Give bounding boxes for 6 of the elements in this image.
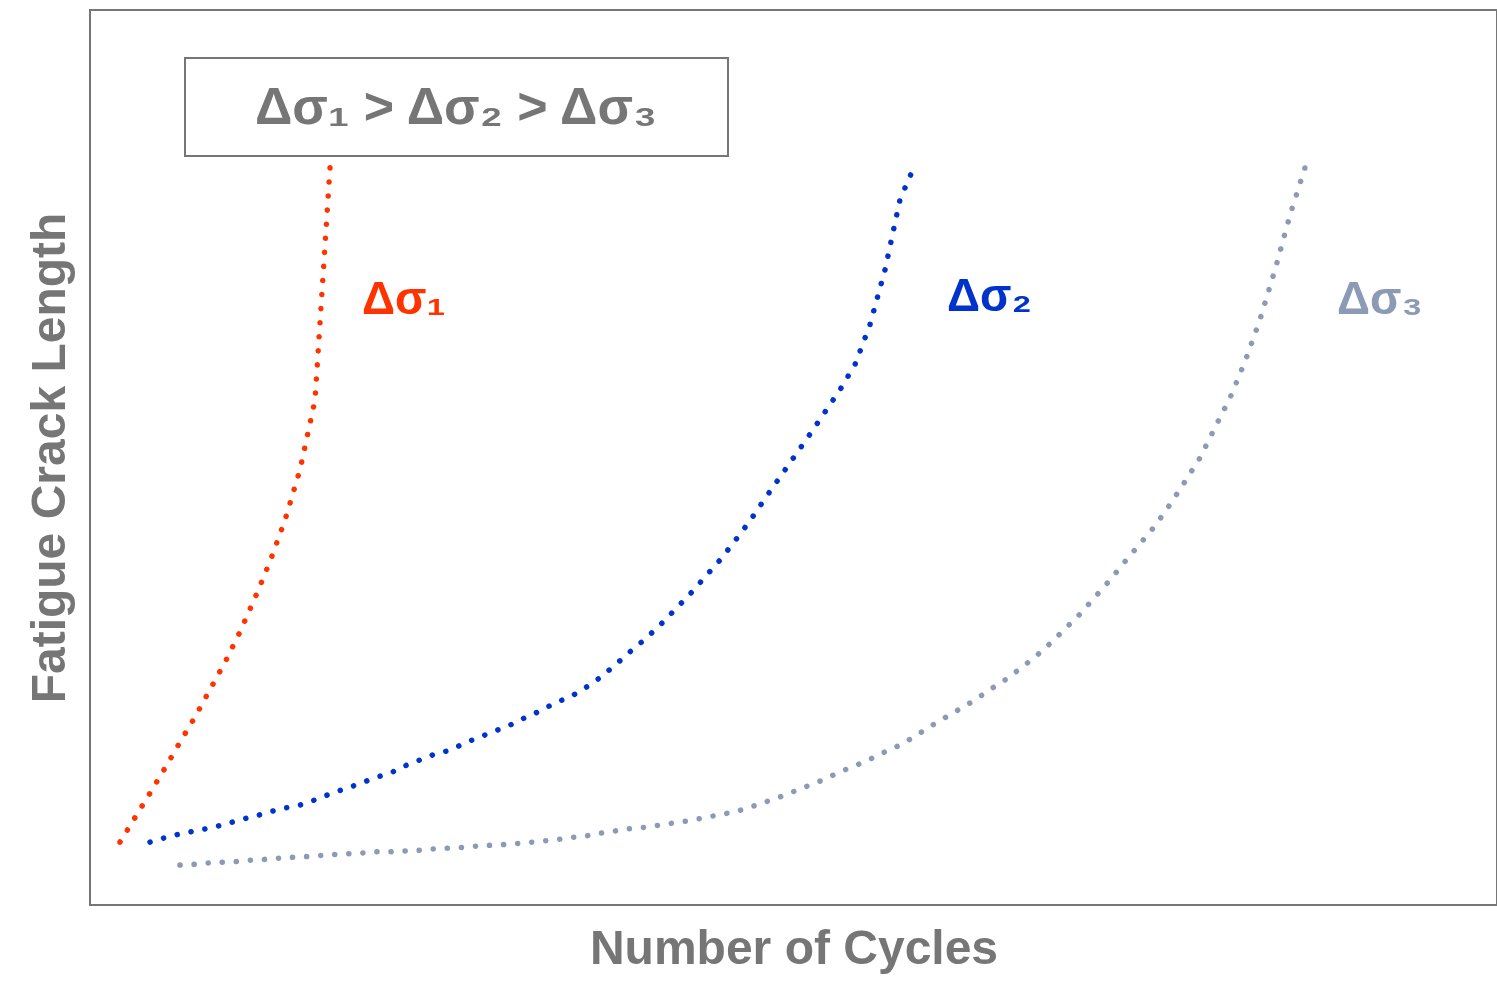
y-axis-title: Fatigue Crack Length: [21, 212, 75, 704]
text: Δσ₁ > Δσ₂ > Δσ₃: [254, 77, 658, 135]
series-label: Δσ₃: [1337, 271, 1423, 324]
x-axis-title: Number of Cycles: [589, 920, 999, 974]
series-label: Δσ₂: [947, 268, 1032, 321]
series-label: Δσ₁: [362, 271, 446, 324]
